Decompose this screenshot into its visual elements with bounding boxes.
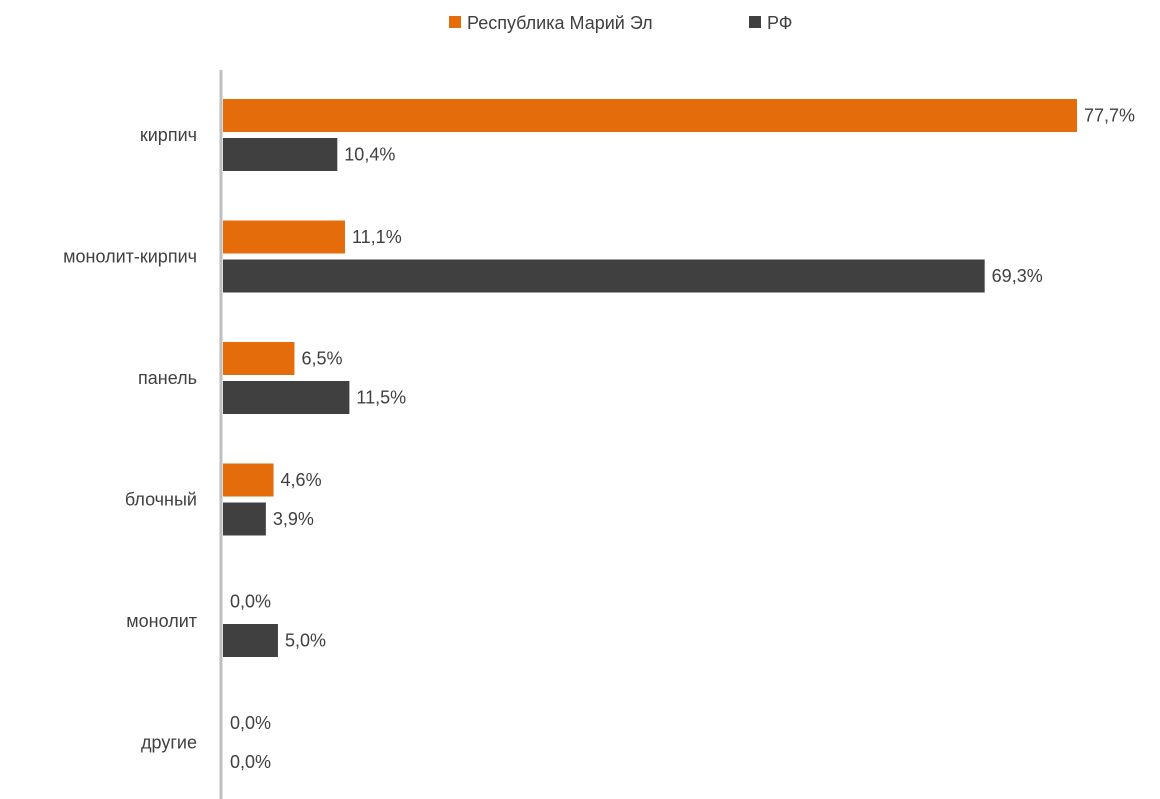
category-label: кирпич <box>140 125 197 145</box>
data-label: 0,0% <box>230 713 271 733</box>
data-label: 3,9% <box>273 509 314 529</box>
category-label: монолит-кирпич <box>63 247 197 267</box>
value-labels: 77,7% 10,4% 11,1% 69,3% 6,5% 11,5% 4,6% 3,9% 0,0… <box>230 106 1135 773</box>
data-label: 4,6% <box>281 470 322 490</box>
data-label: 11,5% <box>356 388 406 408</box>
data-label: 69,3% <box>992 266 1043 286</box>
data-label: 11,1% <box>352 227 402 247</box>
bars <box>223 99 1077 657</box>
data-label: 10,4% <box>344 145 395 165</box>
data-label: 0,0% <box>230 592 271 612</box>
data-label: 0,0% <box>230 752 271 772</box>
category-label: другие <box>141 733 197 753</box>
legend-swatch-marij-el <box>449 16 461 28</box>
legend: Республика Марий Эл РФ <box>449 13 793 33</box>
bar-rf <box>223 259 985 293</box>
data-label: 6,5% <box>301 349 342 369</box>
bar-marij-el <box>223 220 345 254</box>
category-labels: кирпич монолит-кирпич панель блочный монолит… <box>63 125 197 753</box>
legend-label-rf: РФ <box>767 13 793 33</box>
bar-marij-el <box>223 99 1077 132</box>
bar-rf <box>223 138 338 171</box>
category-label: панель <box>138 368 197 388</box>
data-label: 5,0% <box>285 631 326 651</box>
bar-rf <box>223 624 278 657</box>
category-label: блочный <box>125 490 197 510</box>
bar-marij-el <box>223 342 295 375</box>
legend-label-marij-el: Республика Марий Эл <box>467 13 653 33</box>
bar-rf <box>223 502 266 536</box>
data-label: 77,7% <box>1084 106 1135 126</box>
bar-rf <box>223 381 350 414</box>
category-label: монолит <box>126 611 197 631</box>
bar-marij-el <box>223 463 274 497</box>
legend-swatch-rf <box>749 16 761 28</box>
